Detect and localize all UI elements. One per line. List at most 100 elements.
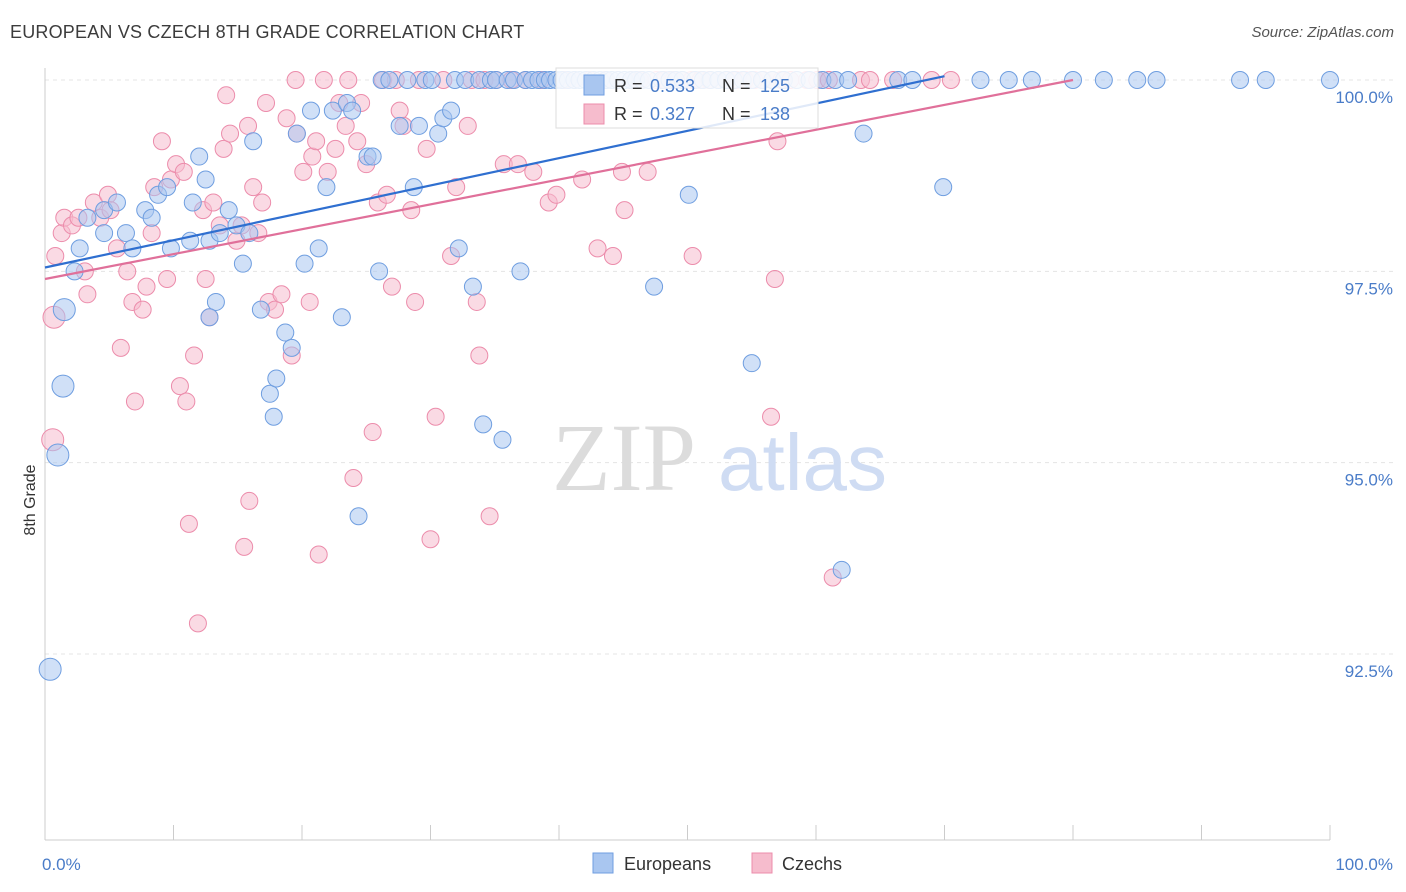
europeans-point-118 [934, 178, 953, 197]
source-label: Source: ZipAtlas.com [1251, 24, 1394, 41]
europeans-point-58 [442, 101, 461, 120]
europeans-point-113 [832, 560, 851, 579]
y-tick-label-1: 97.5% [1345, 279, 1393, 298]
europeans-point-9 [107, 193, 126, 212]
watermark-zip: ZIP [552, 404, 696, 511]
series-legend-label-europeans: Europeans [624, 854, 711, 874]
europeans-point-2 [46, 443, 70, 467]
czechs-point-15 [118, 262, 137, 281]
czechs-point-56 [294, 162, 313, 181]
europeans-point-123 [1094, 71, 1113, 89]
legend-n-label-czechs: N = [722, 104, 751, 124]
czechs-point-136 [860, 71, 879, 89]
legend-r-label-europeans: R = [614, 76, 643, 96]
czechs-point-65 [336, 116, 355, 135]
czechs-point-71 [363, 423, 382, 442]
europeans-point-31 [264, 407, 283, 426]
europeans-point-19 [190, 147, 209, 166]
czechs-point-68 [348, 132, 367, 151]
europeans-point-23 [210, 224, 229, 243]
czechs-point-87 [447, 178, 466, 197]
czechs-point-57 [300, 292, 319, 311]
europeans-point-29 [251, 300, 270, 319]
czechs-point-39 [221, 124, 240, 143]
europeans-point-50 [390, 116, 409, 135]
czechs-point-114 [638, 162, 657, 181]
legend-n-value-czechs: 138 [760, 104, 790, 124]
europeans-point-53 [409, 116, 428, 135]
series-legend-swatch-czechs [751, 852, 773, 874]
europeans-point-67 [493, 430, 512, 449]
czechs-point-45 [244, 178, 263, 197]
legend-r-value-czechs: 0.327 [650, 104, 695, 124]
czechs-point-75 [382, 277, 401, 296]
czechs-point-47 [253, 193, 272, 212]
europeans-point-44 [349, 507, 368, 526]
czechs-point-109 [603, 247, 622, 266]
europeans-point-0 [51, 374, 75, 398]
europeans-point-127 [1256, 71, 1275, 89]
europeans-point-120 [999, 71, 1018, 89]
czechs-point-51 [272, 285, 291, 304]
y-tick-label-2: 95.0% [1345, 471, 1393, 490]
czechs-point-54 [286, 71, 305, 89]
europeans-point-6 [78, 208, 97, 227]
legend-swatch-czechs [583, 103, 605, 125]
europeans-point-41 [332, 308, 351, 327]
europeans-point-32 [267, 369, 286, 388]
grid-lines [45, 79, 1395, 655]
watermark-atlas: atlas [718, 418, 887, 507]
czechs-point-26 [170, 377, 189, 396]
europeans-point-125 [1147, 71, 1166, 89]
legend-n-label-europeans: N = [722, 76, 751, 96]
czechs-point-20 [142, 224, 161, 243]
czechs-point-142 [683, 247, 702, 266]
czechs-point-140 [765, 269, 784, 288]
czechs-point-84 [426, 407, 445, 426]
europeans-point-117 [903, 71, 922, 89]
czechs-point-37 [214, 139, 233, 158]
y-axis-label: 8th Grade [22, 464, 39, 535]
czechs-point-8 [78, 285, 97, 304]
europeans-point-34 [282, 338, 301, 357]
czechs-point-77 [390, 101, 409, 120]
czechs-point-67 [344, 468, 363, 487]
europeans-point-55 [422, 71, 441, 89]
czechs-point-17 [125, 392, 144, 411]
czechs-point-43 [239, 116, 258, 135]
czechs-point-35 [204, 193, 223, 212]
czechs-point-61 [314, 71, 333, 89]
europeans-point-13 [142, 208, 161, 227]
czechs-point-59 [307, 132, 326, 151]
europeans-point-60 [449, 239, 468, 258]
europeans-point-1 [52, 298, 76, 322]
europeans-point-40 [323, 101, 342, 120]
czechs-point-62 [318, 162, 337, 181]
czechs-point-14 [111, 338, 130, 357]
czechs-point-80 [406, 292, 425, 311]
czechs-point-97 [508, 155, 527, 174]
czechs-point-141 [762, 407, 781, 426]
y-tick-labels: 100.0% 97.5% 95.0% 92.5% [1335, 88, 1393, 681]
czechs-point-28 [177, 392, 196, 411]
czechs-point-60 [309, 545, 328, 564]
europeans-point-92 [645, 277, 664, 296]
europeans-point-126 [1231, 71, 1250, 89]
europeans-point-124 [1128, 71, 1147, 89]
czechs-point-83 [421, 530, 440, 549]
czechs-point-27 [174, 162, 193, 181]
czechs-point-58 [303, 147, 322, 166]
y-tick-label-0: 100.0% [1335, 88, 1393, 107]
czechs-point-30 [185, 346, 204, 365]
europeans-point-3 [38, 657, 62, 681]
legend-r-label-czechs: R = [614, 104, 643, 124]
czechs-point-90 [467, 292, 486, 311]
series-legend: Europeans Czechs [592, 852, 842, 874]
europeans-point-33 [276, 323, 295, 342]
europeans-point-8 [95, 224, 114, 243]
europeans-point-18 [183, 193, 202, 212]
europeans-point-114 [839, 71, 858, 89]
czechs-point-52 [277, 109, 296, 128]
czechs-point-31 [188, 614, 207, 633]
